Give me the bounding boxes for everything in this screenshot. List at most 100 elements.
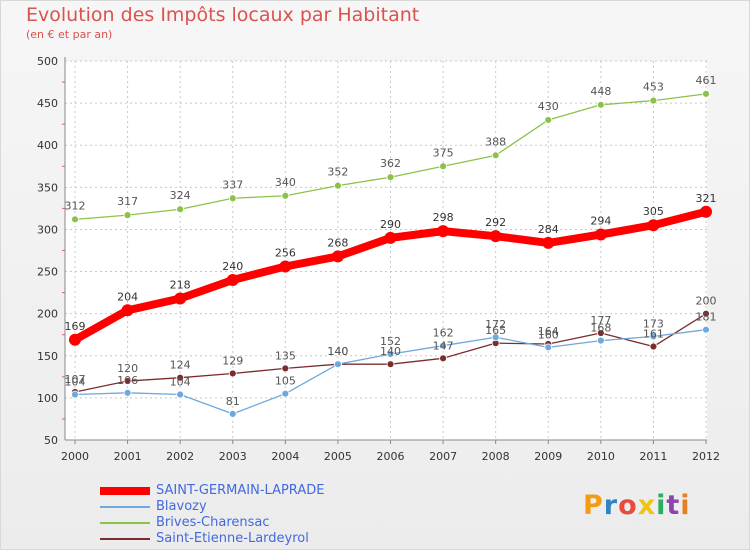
data-label-0: 204 (117, 290, 138, 303)
data-label-1: 173 (643, 317, 664, 330)
data-label-1: 104 (170, 376, 191, 389)
data-label-2: 461 (696, 74, 717, 87)
data-label-2: 375 (433, 146, 454, 159)
legend-label: Blavozy (156, 499, 207, 514)
data-label-3: 164 (538, 325, 559, 338)
data-point-2 (544, 116, 553, 124)
data-label-2: 324 (170, 189, 191, 202)
data-point-3 (176, 373, 185, 382)
y-tick-label: 250 (37, 266, 58, 279)
legend-label: Saint-Etienne-Lardeyrol (156, 531, 309, 546)
data-label-1: 106 (117, 374, 138, 387)
data-label-3: 140 (380, 345, 401, 358)
data-label-2: 448 (590, 85, 611, 98)
data-point-0 (279, 260, 292, 273)
data-point-0 (489, 230, 502, 243)
data-label-1: 81 (226, 395, 240, 408)
data-label-1: 160 (538, 328, 559, 341)
data-label-2: 317 (117, 195, 138, 208)
y-tick-label: 300 (37, 223, 58, 236)
data-label-1: 162 (433, 327, 454, 340)
data-point-3 (649, 342, 658, 351)
data-label-3: 120 (117, 362, 138, 375)
logo-letter: i (656, 490, 667, 521)
data-label-2: 362 (380, 157, 401, 170)
data-point-1 (702, 325, 710, 334)
data-label-2: 430 (538, 100, 559, 113)
data-point-1 (386, 350, 395, 358)
data-point-1 (71, 390, 79, 399)
data-point-1 (544, 343, 553, 352)
data-point-0 (700, 205, 712, 218)
x-tick-label: 2009 (534, 450, 562, 463)
data-point-2 (123, 211, 132, 220)
data-point-3 (702, 309, 710, 318)
data-label-1: 104 (65, 376, 86, 389)
data-point-0 (121, 304, 134, 317)
data-point-3 (596, 329, 605, 337)
x-tick-label: 2006 (377, 450, 405, 463)
data-label-0: 240 (222, 260, 243, 273)
data-point-2 (176, 205, 185, 214)
legend-label: SAINT-GERMAIN-LAPRADE (156, 483, 325, 498)
y-tick-label: 350 (37, 181, 58, 194)
data-label-0: 218 (170, 279, 191, 292)
logo-letter: i (680, 490, 691, 521)
data-label-3: 140 (327, 345, 348, 358)
logo-letter: r (603, 490, 619, 521)
y-tick-label: 100 (37, 392, 58, 405)
y-tick-label: 500 (37, 55, 58, 68)
legend-label: Brives-Charensac (156, 515, 270, 530)
y-tick-label: 150 (37, 350, 58, 363)
data-point-3 (123, 377, 132, 385)
data-label-0: 321 (696, 192, 717, 205)
data-label-2: 337 (222, 178, 243, 191)
data-point-1 (649, 332, 658, 341)
data-point-2 (334, 181, 342, 190)
x-tick-label: 2001 (114, 450, 142, 463)
data-label-0: 284 (538, 223, 559, 236)
logo-letter: P (583, 490, 604, 521)
data-label-0: 292 (485, 216, 506, 229)
legend-swatch (100, 522, 150, 524)
data-label-1: 105 (275, 375, 296, 388)
proxiti-logo: Proxiti (583, 490, 691, 521)
x-tick-label: 2008 (482, 450, 510, 463)
data-label-0: 290 (380, 218, 401, 231)
data-label-2: 453 (643, 81, 664, 94)
logo-letter: t (666, 490, 681, 521)
data-point-3 (386, 360, 395, 369)
data-point-2 (439, 162, 447, 171)
chart-subtitle: (en € et par an) (26, 28, 113, 41)
x-tick-label: 2007 (429, 450, 457, 463)
data-point-0 (226, 273, 239, 286)
data-label-1: 172 (485, 318, 506, 331)
line-chart: 50 100 150 200 250 300 350 400 450 500 2000 2001 200… (37, 55, 720, 463)
data-label-3: 200 (696, 295, 717, 308)
data-point-1 (439, 341, 447, 350)
data-label-2: 388 (485, 135, 506, 148)
data-label-2: 312 (65, 199, 86, 212)
data-point-1 (334, 360, 342, 369)
data-point-2 (702, 89, 710, 98)
data-point-2 (386, 173, 395, 182)
data-label-0: 256 (275, 247, 296, 260)
data-point-2 (649, 96, 658, 105)
x-tick-label: 2002 (166, 450, 194, 463)
data-point-0 (331, 250, 344, 263)
data-label-2: 340 (275, 176, 296, 189)
data-point-0 (437, 225, 450, 238)
data-point-1 (123, 388, 132, 397)
data-label-3: 165 (485, 324, 506, 337)
data-label-3: 129 (222, 354, 243, 367)
x-tick-label: 2003 (219, 450, 247, 463)
data-label-1: 152 (380, 335, 401, 348)
data-point-0 (542, 236, 555, 249)
x-tick-label: 2000 (61, 450, 89, 463)
data-label-3: 177 (590, 314, 611, 327)
data-point-3 (439, 354, 447, 363)
data-point-2 (281, 191, 290, 200)
legend-swatch (100, 538, 150, 540)
data-label-3: 135 (275, 349, 296, 362)
data-point-1 (491, 333, 500, 342)
